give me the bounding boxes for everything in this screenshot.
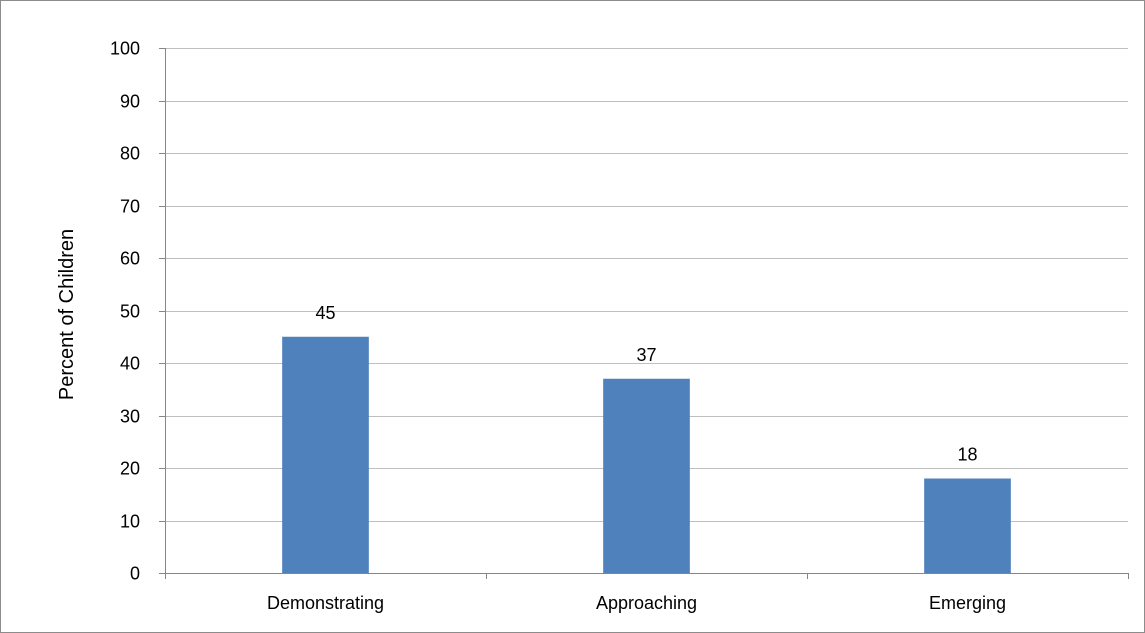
y-tick-label: 100 xyxy=(110,39,140,59)
bars xyxy=(282,336,1011,573)
bar-demonstrating xyxy=(282,336,369,573)
y-tick-label: 20 xyxy=(120,459,140,479)
bar-approaching xyxy=(603,378,690,573)
data-labels: 45 37 18 xyxy=(315,303,977,465)
data-label: 18 xyxy=(957,445,977,465)
y-tick-label: 10 xyxy=(120,512,140,532)
y-tick-label: 0 xyxy=(130,564,140,584)
x-tick-label: Emerging xyxy=(929,593,1006,613)
y-tick-label: 50 xyxy=(120,302,140,322)
x-tick-label: Demonstrating xyxy=(267,593,384,613)
data-label: 37 xyxy=(636,345,656,365)
y-tick-label: 90 xyxy=(120,92,140,112)
x-tick-label: Approaching xyxy=(596,593,697,613)
y-axis-ticks: 0 10 20 30 40 50 60 70 80 90 100 xyxy=(110,39,165,584)
y-tick-label: 40 xyxy=(120,354,140,374)
y-tick-label: 60 xyxy=(120,249,140,269)
data-label: 45 xyxy=(315,303,335,323)
x-axis-ticks: Demonstrating Approaching Emerging xyxy=(165,573,1129,613)
axes xyxy=(165,48,1128,574)
y-tick-label: 80 xyxy=(120,144,140,164)
y-axis-label: Percent of Children xyxy=(56,229,78,400)
bar-emerging xyxy=(924,478,1011,573)
y-tick-label: 70 xyxy=(120,197,140,217)
y-tick-label: 30 xyxy=(120,407,140,427)
